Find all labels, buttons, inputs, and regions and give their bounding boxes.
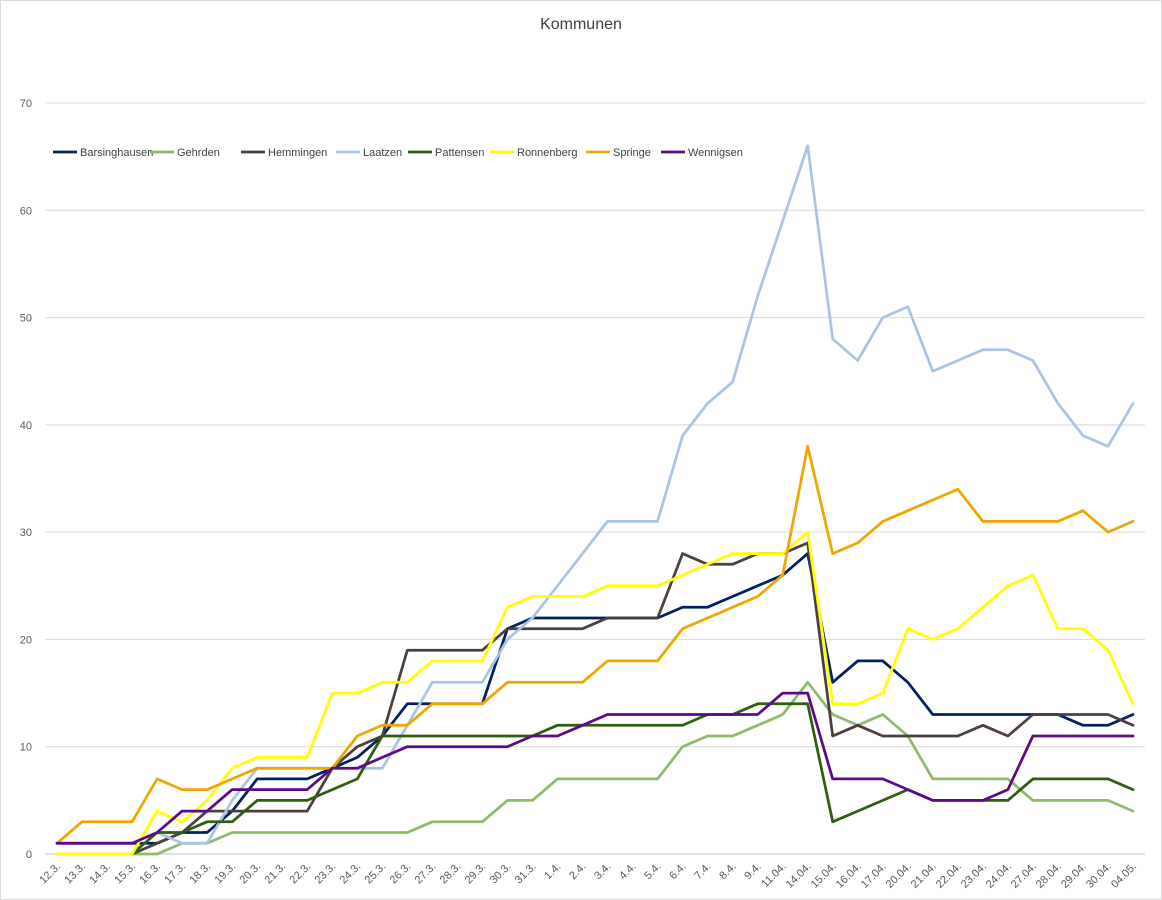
y-tick-label: 10 [20,742,32,754]
series-line-laatzen [130,144,1135,856]
x-tick-label: 16.3. [137,861,163,887]
series-line-wennigsen [55,691,1135,845]
y-tick-label: 40 [20,420,32,432]
x-tick-label: 30.04. [1084,861,1114,891]
legend-label: Ronnenberg [517,147,578,159]
x-tick-label: 4.4. [617,861,638,882]
x-tick-label: 20.3. [238,861,264,887]
x-tick-label: 29.04. [1059,861,1089,891]
x-tick-label: 28.3. [438,861,464,887]
x-tick-label: 17.04. [859,861,889,891]
x-tick-label: 7.4. [692,861,713,882]
x-tick-label: 20.04. [884,861,914,891]
x-tick-label: 14.04. [784,861,814,891]
x-tick-label: 22.3. [288,861,314,887]
series-lines [55,144,1135,856]
x-tick-label: 04.05. [1109,861,1139,891]
x-tick-label: 21.3. [263,861,289,887]
x-tick-label: 27.04. [1009,861,1039,891]
x-tick-label: 14.3. [87,861,113,887]
series-line-ronnenberg [55,530,1135,856]
x-tick-label: 27.3. [413,861,439,887]
x-tick-label: 1.4. [542,861,563,882]
y-tick-label: 70 [20,98,32,110]
x-tick-label: 17.3. [162,861,188,887]
y-tick-label: 50 [20,313,32,325]
x-tick-label: 31.3. [513,861,539,887]
x-tick-label: 24.04. [984,861,1014,891]
x-tick-label: 19.3. [212,861,238,887]
y-tick-label: 30 [20,527,32,539]
series-line-barsinghausen [55,552,1135,845]
legend-label: Gehrden [177,147,220,159]
x-tick-label: 16.04. [834,861,864,891]
x-tick-label: 2.4. [567,861,588,882]
x-tick-label: 23.04. [959,861,989,891]
x-tick-label: 29.3. [463,861,489,887]
x-tick-label: 3.4. [592,861,613,882]
x-tick-label: 6.4. [667,861,688,882]
y-axis: 0 10 20 30 40 50 60 70 [20,98,32,861]
legend-label: Pattensen [435,147,485,159]
x-tick-label: 23.3. [313,861,339,887]
legend-label: Wennigsen [688,147,743,159]
x-tick-label: 30.3. [488,861,514,887]
x-tick-label: 15.3. [112,861,138,887]
x-tick-label: 9.4. [742,861,763,882]
legend-label: Laatzen [363,147,402,159]
x-tick-label: 24.3. [338,861,364,887]
legend-label: Hemmingen [268,147,327,159]
series-line-gehrden [130,680,1135,856]
legend: Barsinghausen Gehrden Hemmingen Laatzen Patt… [53,147,743,159]
x-tick-label: 12.3. [37,861,63,887]
gridlines [45,102,1145,855]
x-tick-label: 26.3. [388,861,414,887]
x-tick-label: 8.4. [717,861,738,882]
x-axis: 12.3. 13.3. 14.3. 15.3. 16.3. 17.3. 18.3. 19.3.… [37,861,1139,891]
legend-label: Springe [613,147,651,159]
x-tick-label: 5.4. [642,861,663,882]
series-line-springe [55,444,1135,845]
x-tick-label: 22.04. [934,861,964,891]
x-tick-label: 11.04. [759,861,789,891]
y-tick-label: 0 [26,849,32,861]
x-tick-label: 18.3. [187,861,213,887]
x-tick-label: 28.04. [1034,861,1064,891]
y-tick-label: 20 [20,634,32,646]
x-tick-label: 15.04. [809,861,839,891]
chart-title: Kommunen [540,16,622,33]
series-line-hemmingen [130,541,1135,856]
y-tick-label: 60 [20,205,32,217]
x-tick-label: 13.3. [62,861,88,887]
x-tick-label: 25.3. [363,861,389,887]
legend-label: Barsinghausen [80,147,153,159]
x-tick-label: 21.04. [909,861,939,891]
